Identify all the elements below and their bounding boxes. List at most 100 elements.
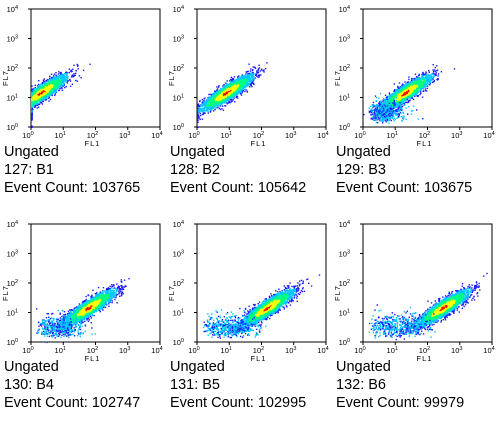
sample-info: Ungated 132: B6 Event Count: 99979	[336, 358, 464, 412]
y-tick-label: 102	[173, 279, 184, 288]
sample-info: Ungated 128: B2 Event Count: 105642	[170, 143, 306, 197]
y-tick-label: 101	[173, 94, 184, 103]
event-count: Event Count: 103765	[4, 180, 141, 196]
plot-area	[30, 223, 161, 343]
y-tick-label: 102	[339, 279, 350, 288]
y-axis-label: FL7	[333, 285, 342, 301]
y-tick-label: 100	[339, 338, 350, 347]
event-count: Event Count: 102747	[4, 395, 141, 411]
y-axis-label: FL7	[1, 285, 10, 301]
y-tick-label: 104	[173, 220, 184, 229]
y-tick-label: 101	[7, 309, 18, 318]
x-tick-label: 104	[483, 346, 494, 355]
x-tick-label: 101	[387, 346, 398, 355]
event-count: Event Count: 105642	[170, 180, 307, 196]
scatter-plot: 100 100 101 101 102 102 103 103 104 104 FL1 FL7	[167, 5, 329, 148]
x-tick-label: 102	[87, 346, 98, 355]
y-axis-label: FL7	[1, 70, 10, 86]
y-tick-label: 102	[7, 279, 18, 288]
scatter-panel-1: 100 100 101 101 102 102 103 103 104 104 FL1 FL7 Unga…	[0, 0, 166, 215]
x-tick-label: 104	[317, 346, 328, 355]
sample-label: 132: B6	[336, 377, 386, 393]
event-density-points	[363, 64, 456, 124]
y-axis-label: FL7	[167, 285, 176, 301]
sample-label: 129: B3	[336, 162, 386, 178]
plot-area	[30, 8, 161, 128]
x-tick-label: 101	[55, 346, 66, 355]
event-density-points	[31, 63, 91, 129]
y-tick-label: 102	[339, 64, 350, 73]
x-axis-label: FL1	[85, 139, 101, 148]
x-tick-label: 100	[188, 131, 199, 140]
sample-label: 128: B2	[170, 162, 220, 178]
y-tick-label: 101	[339, 94, 350, 103]
x-tick-label: 100	[22, 131, 33, 140]
event-density-points	[197, 62, 268, 129]
gate-label: Ungated	[336, 359, 391, 375]
scatter-panel-5: 100 100 101 101 102 102 103 103 104 104 FL1 FL7 Unga…	[166, 215, 332, 430]
event-count: Event Count: 99979	[336, 395, 465, 411]
y-tick-label: 100	[339, 123, 350, 132]
event-density-points	[36, 278, 130, 344]
sample-label: 130: B4	[4, 377, 54, 393]
y-tick-label: 103	[7, 250, 18, 259]
event-density-points	[368, 272, 488, 341]
sample-info: Ungated 130: B4 Event Count: 102747	[4, 358, 140, 412]
x-tick-label: 104	[483, 131, 494, 140]
y-tick-label: 103	[173, 35, 184, 44]
gate-label: Ungated	[4, 359, 59, 375]
x-tick-label: 103	[285, 131, 296, 140]
y-tick-label: 104	[173, 5, 184, 14]
x-axis-label: FL1	[417, 139, 433, 148]
scatter-panel-4: 100 100 101 101 102 102 103 103 104 104 FL1 FL7 Unga…	[0, 215, 166, 430]
x-tick-label: 101	[221, 131, 232, 140]
x-axis-label: FL1	[417, 354, 433, 363]
sample-info: Ungated 131: B5 Event Count: 102995	[170, 358, 306, 412]
x-tick-label: 102	[419, 131, 430, 140]
x-tick-label: 103	[451, 131, 462, 140]
x-axis-label: FL1	[251, 139, 267, 148]
y-tick-label: 103	[339, 35, 350, 44]
event-count: Event Count: 103675	[336, 180, 473, 196]
x-tick-label: 101	[55, 131, 66, 140]
gate-label: Ungated	[4, 144, 59, 160]
x-tick-label: 102	[87, 131, 98, 140]
scatter-panel-2: 100 100 101 101 102 102 103 103 104 104 FL1 FL7 Unga…	[166, 0, 332, 215]
plot-area	[196, 8, 327, 128]
x-tick-label: 103	[285, 346, 296, 355]
scatter-panel-6: 100 100 101 101 102 102 103 103 104 104 FL1 FL7 Unga…	[332, 215, 498, 430]
y-tick-label: 102	[7, 64, 18, 73]
y-tick-label: 100	[7, 123, 18, 132]
scatter-plot: 100 100 101 101 102 102 103 103 104 104 FL1 FL7	[333, 220, 495, 363]
x-tick-label: 104	[151, 131, 162, 140]
x-tick-label: 100	[22, 346, 33, 355]
gate-label: Ungated	[170, 144, 225, 160]
y-axis-label: FL7	[333, 70, 342, 86]
y-tick-label: 101	[339, 309, 350, 318]
y-tick-label: 104	[7, 220, 18, 229]
sample-info: Ungated 127: B1 Event Count: 103765	[4, 143, 140, 197]
x-tick-label: 103	[119, 131, 130, 140]
y-axis-label: FL7	[167, 70, 176, 86]
y-tick-label: 104	[339, 220, 350, 229]
y-tick-label: 101	[7, 94, 18, 103]
y-tick-label: 100	[173, 338, 184, 347]
y-tick-label: 104	[339, 5, 350, 14]
x-axis-label: FL1	[85, 354, 101, 363]
event-count: Event Count: 102995	[170, 395, 307, 411]
y-tick-label: 100	[173, 123, 184, 132]
sample-info: Ungated 129: B3 Event Count: 103675	[336, 143, 472, 197]
y-tick-label: 102	[173, 64, 184, 73]
event-density-points	[202, 274, 321, 339]
x-tick-label: 101	[387, 131, 398, 140]
scatter-plot: 100 100 101 101 102 102 103 103 104 104 FL1 FL7	[1, 5, 163, 148]
y-tick-label: 103	[7, 35, 18, 44]
scatter-panel-3: 100 100 101 101 102 102 103 103 104 104 FL1 FL7 Unga…	[332, 0, 498, 215]
sample-label: 131: B5	[170, 377, 220, 393]
gate-label: Ungated	[336, 144, 391, 160]
x-tick-label: 104	[317, 131, 328, 140]
scatter-plot: 100 100 101 101 102 102 103 103 104 104 FL1 FL7	[1, 220, 163, 363]
x-tick-label: 103	[119, 346, 130, 355]
x-tick-label: 101	[221, 346, 232, 355]
y-tick-label: 101	[173, 309, 184, 318]
